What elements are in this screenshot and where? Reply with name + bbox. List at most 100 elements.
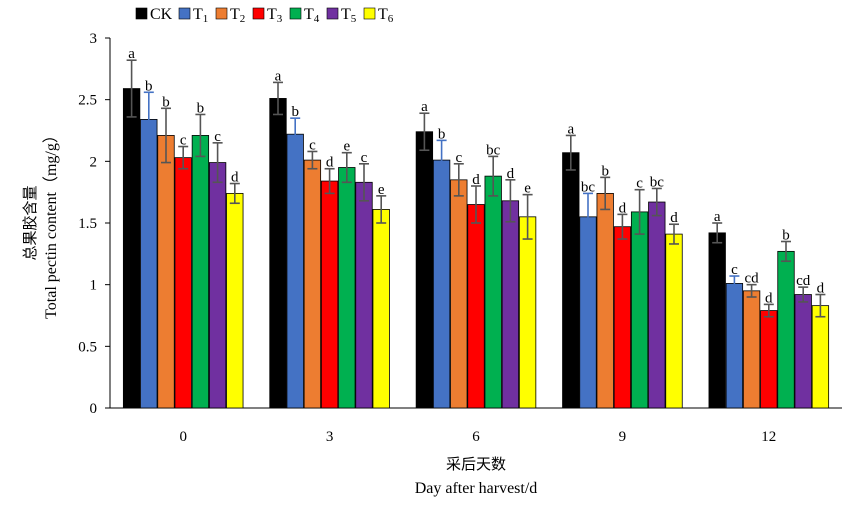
- significance-letter: d: [619, 200, 627, 216]
- bar: [122, 88, 141, 409]
- significance-letter: b: [145, 78, 153, 94]
- significance-letter: d: [231, 170, 239, 186]
- y-axis-title-en: Total pectin content（mg/g）: [42, 127, 60, 319]
- bar: [226, 192, 244, 409]
- significance-letter: d: [817, 281, 825, 297]
- x-tick-label: 0: [179, 429, 187, 445]
- bar: [484, 175, 502, 409]
- bar: [777, 250, 795, 409]
- y-tick-label: 1: [90, 278, 98, 294]
- bar: [794, 294, 812, 409]
- legend-label: T5: [341, 6, 357, 25]
- legend-label: T3: [267, 6, 283, 25]
- legend-label: T4: [304, 6, 320, 25]
- x-axis: 0 3 6 9 12: [179, 429, 776, 445]
- x-tick-label: 9: [619, 429, 627, 445]
- y-tick-label: 2: [90, 154, 98, 170]
- bar: [269, 98, 287, 409]
- legend-swatch: [215, 7, 228, 20]
- significance-letter: cd: [796, 273, 811, 289]
- significance-letter: c: [455, 150, 462, 166]
- bar: [501, 200, 520, 409]
- y-tick-label: 0.5: [78, 339, 97, 355]
- legend-label: CK: [150, 6, 173, 23]
- significance-letter: c: [731, 262, 738, 278]
- bar: [596, 192, 614, 409]
- bar: [450, 179, 468, 409]
- x-axis-title-en: Day after harvest/d: [415, 480, 538, 497]
- significance-letter: bc: [581, 179, 596, 195]
- legend-label: T1: [193, 6, 208, 25]
- significance-letter: c: [309, 137, 316, 153]
- significance-letter: b: [291, 104, 299, 120]
- bar: [518, 216, 537, 409]
- x-tick-label: 3: [326, 429, 334, 445]
- significance-letter: d: [670, 210, 678, 226]
- significance-letter: a: [421, 99, 428, 115]
- bar: [372, 209, 390, 409]
- significance-letter: bc: [650, 174, 665, 190]
- bar: [338, 167, 356, 409]
- significance-letter: a: [128, 46, 135, 62]
- bar: [157, 135, 175, 409]
- significance-letter: d: [472, 172, 480, 188]
- bar: [208, 162, 227, 409]
- legend-swatch: [252, 7, 265, 20]
- bar: [467, 204, 485, 409]
- significance-letter: c: [214, 129, 221, 145]
- significance-letter: a: [714, 209, 721, 225]
- x-axis-title-cn: 采后天数: [446, 455, 506, 473]
- legend-swatch: [289, 7, 302, 20]
- bar: [320, 180, 339, 409]
- bar: [355, 181, 373, 409]
- y-tick-label: 3: [90, 31, 98, 47]
- legend-swatch: [363, 7, 376, 20]
- x-tick-label: 6: [472, 429, 480, 445]
- bars: [122, 88, 830, 409]
- bar: [432, 159, 451, 409]
- significance-letter: d: [326, 155, 334, 171]
- significance-letter: e: [524, 181, 531, 197]
- significance-letter: d: [765, 290, 773, 306]
- bar: [562, 152, 580, 409]
- bar: [191, 135, 210, 409]
- y-axis: 0 0.5 1 1.5 2 2.5 3: [78, 31, 110, 417]
- bar: [613, 226, 632, 409]
- significance-letter: cd: [745, 271, 760, 287]
- error-bars: [126, 59, 826, 318]
- significance-letter: e: [343, 139, 350, 155]
- significance-letter: a: [275, 68, 282, 84]
- y-tick-label: 2.5: [78, 93, 97, 109]
- y-axis-title-cn: 总果胶含量: [21, 185, 39, 260]
- significance-letter: b: [601, 163, 609, 179]
- significance-letter: b: [197, 100, 205, 116]
- legend: CK T1 T2 T3 T4 T5 T6: [135, 6, 394, 25]
- significance-letter: d: [507, 166, 515, 182]
- y-tick-label: 1.5: [78, 216, 97, 232]
- legend-label: T6: [378, 6, 394, 25]
- significance-letter: b: [438, 126, 446, 142]
- significance-letter: c: [361, 150, 368, 166]
- bar: [725, 283, 744, 409]
- legend-label: T2: [230, 6, 245, 25]
- bar: [415, 131, 434, 409]
- legend-swatch: [135, 7, 148, 20]
- y-tick-label: 0: [90, 401, 98, 417]
- bar: [579, 216, 597, 409]
- bar: [648, 201, 666, 409]
- significance-letter: c: [636, 176, 643, 192]
- bar: [742, 290, 761, 409]
- bar: [811, 305, 830, 409]
- significance-letter: a: [567, 121, 574, 137]
- significance-letter: c: [180, 133, 187, 149]
- x-tick-label: 12: [761, 429, 776, 445]
- significance-letter: b: [782, 228, 790, 244]
- bar: [174, 157, 192, 409]
- significance-letter: b: [162, 94, 170, 110]
- bar: [708, 232, 726, 409]
- significance-letter: e: [378, 182, 385, 198]
- bar: [630, 211, 649, 409]
- bar: [286, 133, 304, 409]
